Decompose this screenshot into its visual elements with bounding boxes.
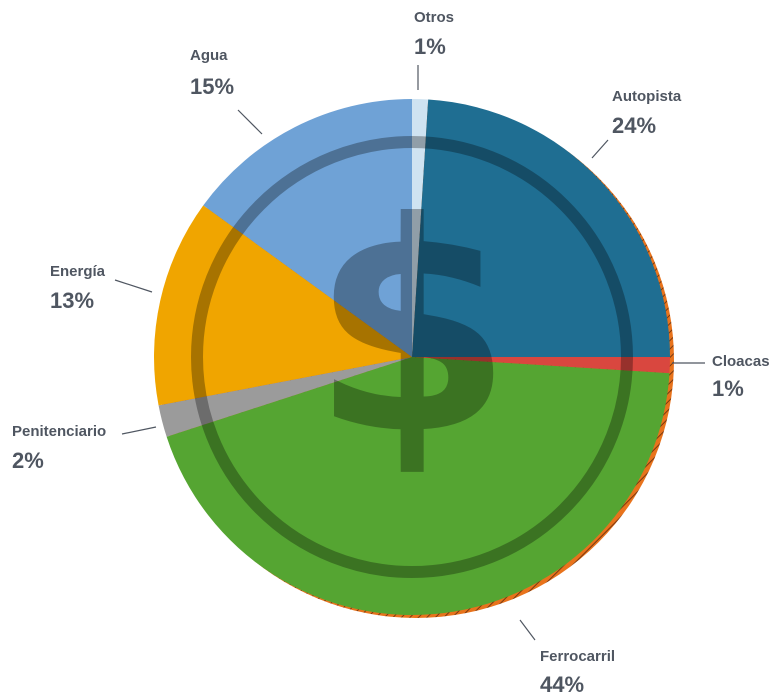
coin-ring <box>191 136 633 578</box>
slice-value: 24% <box>612 113 656 138</box>
slice-value: 15% <box>190 74 234 99</box>
pie-slice <box>166 357 670 615</box>
pie-slice <box>412 99 670 358</box>
leader-line <box>591 139 609 159</box>
slice-name: Energía <box>50 263 106 280</box>
slice-name: Agua <box>190 47 228 64</box>
pie-slice <box>412 99 429 357</box>
slice-name: Cloacas <box>712 353 770 370</box>
pie-slice <box>412 357 670 374</box>
slice-name: Penitenciario <box>12 423 106 440</box>
pie-slice <box>158 357 412 437</box>
pie <box>154 99 670 615</box>
slice-name: Otros <box>414 9 454 26</box>
leader-line <box>237 109 263 135</box>
leader-line <box>121 426 157 435</box>
leader-line <box>519 619 536 641</box>
pie-slice <box>203 99 412 357</box>
slice-name: Autopista <box>612 88 682 105</box>
slice-value: 44% <box>540 672 584 693</box>
leader-line <box>114 279 153 293</box>
slice-name: Ferrocarril <box>540 648 615 665</box>
slice-value: 1% <box>712 376 744 401</box>
labels: Otros 1% Autopista 24% Cloacas 1% Ferrocarril 4… <box>12 9 770 693</box>
pie-slice <box>154 205 412 406</box>
slice-value: 1% <box>414 34 446 59</box>
slice-value: 2% <box>12 448 44 473</box>
slice-value: 13% <box>50 288 94 313</box>
dollar-sign: $ <box>311 161 513 498</box>
